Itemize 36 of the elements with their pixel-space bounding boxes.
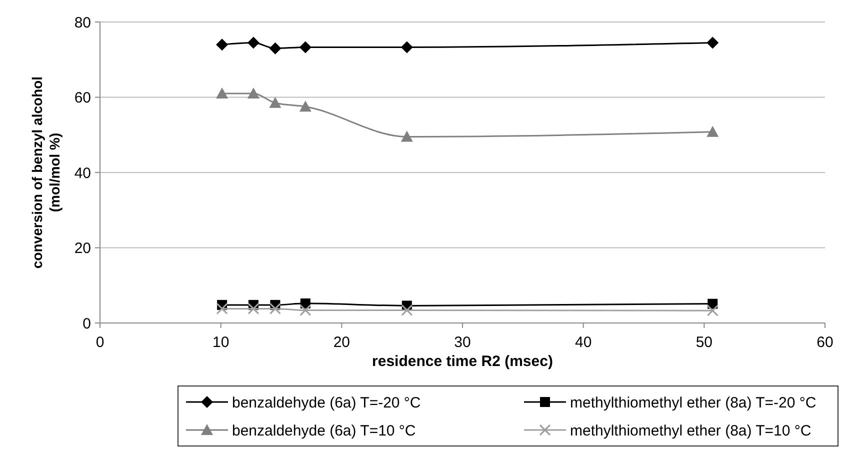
point [247,87,260,98]
x-tick-label: 10 [212,334,230,351]
point [216,87,228,98]
point [248,302,260,315]
x-tick-label: 0 [96,334,104,351]
x-tick-label: 40 [574,334,592,351]
point [247,36,260,49]
x-axis-title: residence time R2 (msec) [372,353,553,370]
x-tick-label: 20 [333,334,350,351]
point [401,304,413,316]
y-tick-label: 40 [74,164,91,182]
point [400,130,413,142]
y-axis-title: conversion of benzyl alcohol (mol/mol %) [29,76,63,269]
point [269,42,282,54]
point [300,304,312,316]
point [706,304,718,316]
point [706,36,719,49]
y-tick-label: 60 [74,90,91,106]
x-tick-label: 60 [816,334,834,351]
legend-label: methylthiomethyl ether (8a) T=-20 °C [570,394,816,412]
legend-label: benzaldehyde (6a) T=10 °C [232,422,416,440]
legend-label: methylthiomethyl ether (8a) T=10 °C [570,422,812,440]
y-tick-label: 80 [74,14,91,32]
point [216,302,228,315]
point [216,38,228,51]
x-tick-label: 50 [696,334,713,351]
x-tick-label: 30 [454,334,471,351]
y-tick-label: 20 [74,240,91,257]
legend-label: benzaldehyde (6a) T=-20 °C [232,394,421,412]
y-tick-label: 0 [82,315,91,332]
point [400,41,413,54]
point [269,96,282,108]
point [269,302,282,315]
point [299,100,312,112]
point [706,126,719,137]
point [299,41,312,54]
